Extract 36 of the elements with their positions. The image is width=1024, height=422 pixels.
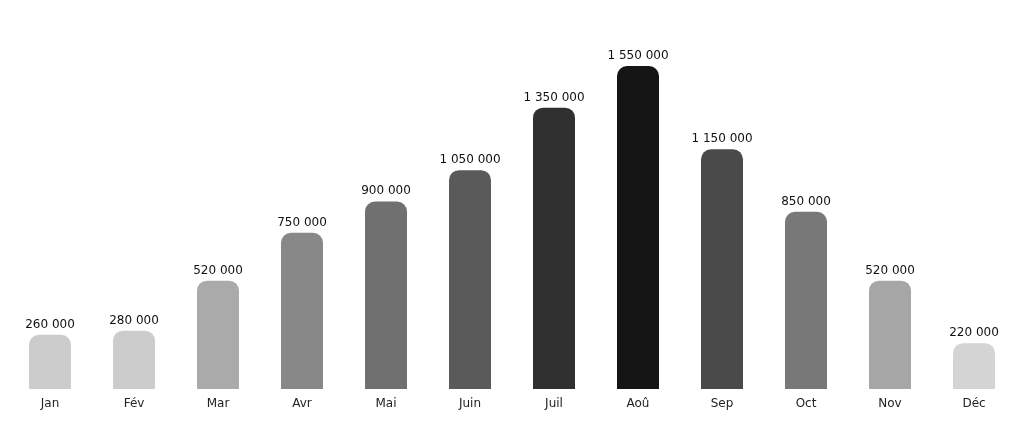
bar <box>281 232 323 389</box>
x-tick-label: Jan <box>39 396 60 410</box>
x-tick-label: Oct <box>795 396 817 410</box>
x-tick-label: Nov <box>878 396 902 410</box>
bar <box>365 201 407 389</box>
data-label: 1 150 000 <box>691 131 753 146</box>
x-tick-label: Sep <box>710 396 734 410</box>
data-label: 520 000 <box>193 262 243 277</box>
data-label: 850 000 <box>781 193 831 208</box>
data-label: 1 050 000 <box>439 152 501 167</box>
x-tick-label: Juin <box>457 396 482 410</box>
x-tick-label: Déc <box>962 396 986 410</box>
data-label: 280 000 <box>109 312 159 327</box>
data-label: 1 550 000 <box>607 48 669 62</box>
x-tick-label: Juil <box>544 396 563 410</box>
bar <box>617 66 659 389</box>
x-tick-label: Mar <box>206 396 230 410</box>
data-label: 220 000 <box>949 325 999 340</box>
x-tick-label: Fév <box>123 396 145 410</box>
bar <box>869 280 911 389</box>
bar <box>953 343 995 389</box>
bar <box>197 280 239 389</box>
data-label: 520 000 <box>865 262 915 277</box>
bar <box>533 107 575 389</box>
data-label: 750 000 <box>277 214 327 229</box>
bar <box>449 170 491 389</box>
data-label: 260 000 <box>25 316 75 331</box>
x-tick-label: Avr <box>292 396 312 410</box>
x-tick-label: Mai <box>375 396 397 410</box>
bar <box>701 149 743 389</box>
bar <box>785 211 827 389</box>
bar <box>113 330 155 389</box>
bar <box>29 334 71 389</box>
x-tick-label: Aoû <box>626 396 650 410</box>
data-label: 900 000 <box>361 183 411 198</box>
data-label: 1 350 000 <box>523 89 585 104</box>
